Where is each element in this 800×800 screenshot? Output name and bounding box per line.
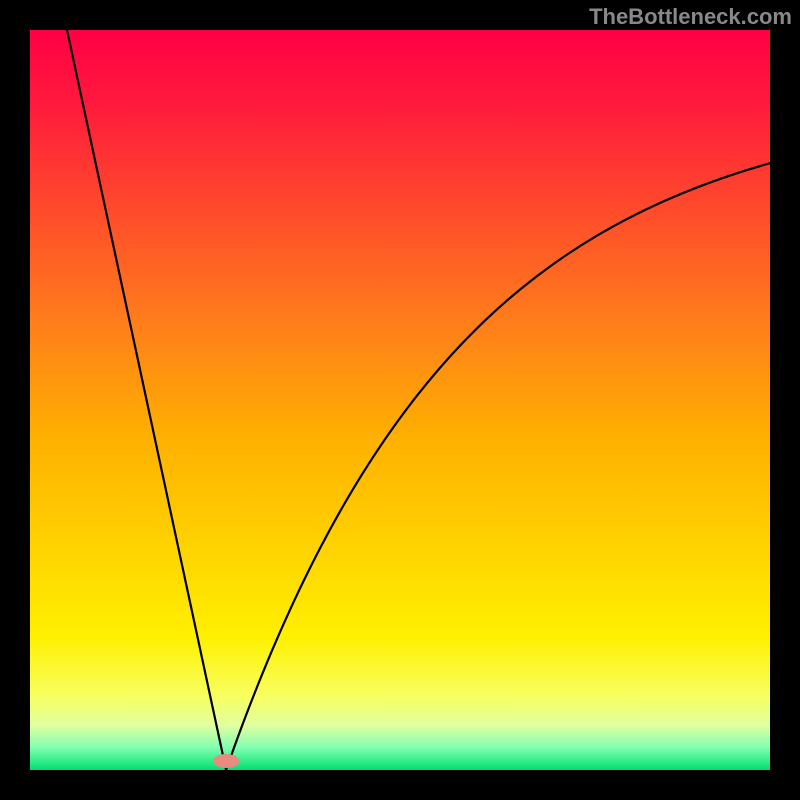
bottleneck-chart: TheBottleneck.com xyxy=(0,0,800,800)
plot-area xyxy=(30,30,770,770)
curve-path xyxy=(67,30,770,770)
curve-svg xyxy=(30,30,770,770)
watermark-text: TheBottleneck.com xyxy=(589,4,792,30)
